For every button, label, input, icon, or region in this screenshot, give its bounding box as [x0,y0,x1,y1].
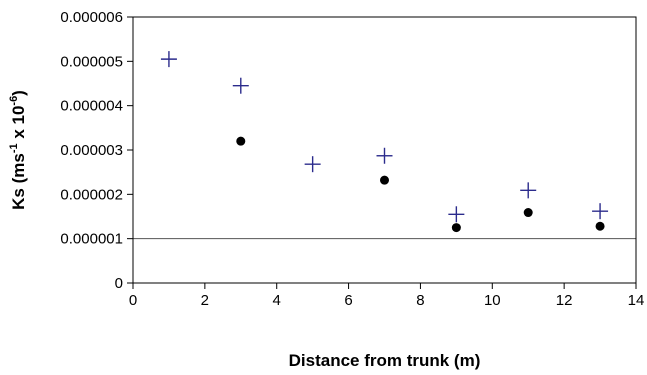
x-tick-label: 14 [628,292,645,309]
y-tick-label: 0.000004 [60,98,123,115]
y-tick-label: 0.000001 [60,231,123,248]
x-tick-label: 0 [129,292,137,309]
circle-marker [236,136,246,146]
circle-marker [595,221,605,231]
circle-marker [380,175,389,185]
y-axis-title: Ks (ms-1 x 10-6) [8,90,28,210]
y-tick-label: 0.000003 [60,142,123,159]
x-tick-label: 2 [201,292,209,309]
data-points [160,51,609,233]
circle-marker [523,208,533,218]
x-tick-label: 6 [344,292,352,309]
plus-marker [376,147,393,164]
plus-marker [232,77,249,94]
y-axis-title-sup2: -6 [8,96,20,106]
x-tick-label: 4 [273,292,281,309]
x-axis-title: Distance from trunk (m) [289,351,481,370]
y-axis-title-suffix: ) [9,90,28,96]
plus-marker [448,206,465,223]
plus-marker [592,203,609,220]
plus-marker [160,51,177,68]
x-axis: 0 2 4 6 8 10 12 14 [129,283,645,309]
y-axis-title-prefix: Ks (ms [9,153,28,210]
x-tick-label: 8 [416,292,424,309]
y-axis-title-sup1: -1 [8,143,20,153]
y-tick-label: 0.000005 [60,53,123,70]
y-axis-title-middle: x 10 [9,106,28,144]
y-tick-label: 0.000006 [60,9,123,26]
x-tick-label: 10 [484,292,501,309]
y-tick-label: 0 [115,275,123,292]
y-axis: 0 0.000001 0.000002 0.000003 0.000004 0.00000… [60,9,133,292]
y-tick-label: 0.000002 [60,186,123,203]
plus-marker [520,182,537,199]
x-tick-label: 12 [556,292,573,309]
plus-marker [304,156,321,173]
circle-marker [451,223,461,233]
